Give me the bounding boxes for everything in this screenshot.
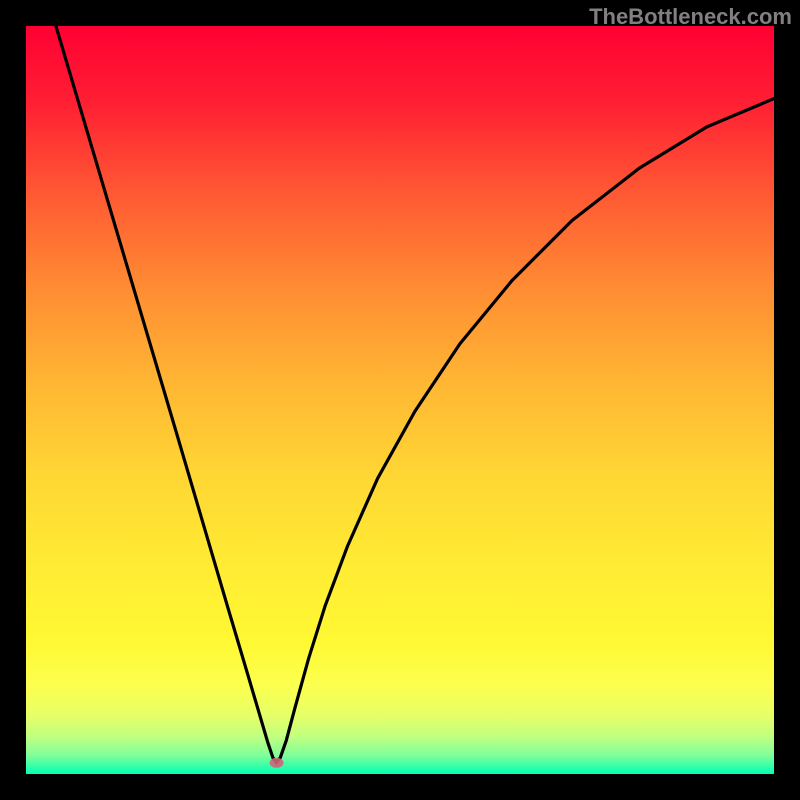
vertex-marker: [270, 758, 284, 768]
bottleneck-chart: [0, 0, 800, 800]
watermark-text: TheBottleneck.com: [589, 4, 792, 30]
chart-container: TheBottleneck.com: [0, 0, 800, 800]
plot-background: [26, 26, 774, 774]
